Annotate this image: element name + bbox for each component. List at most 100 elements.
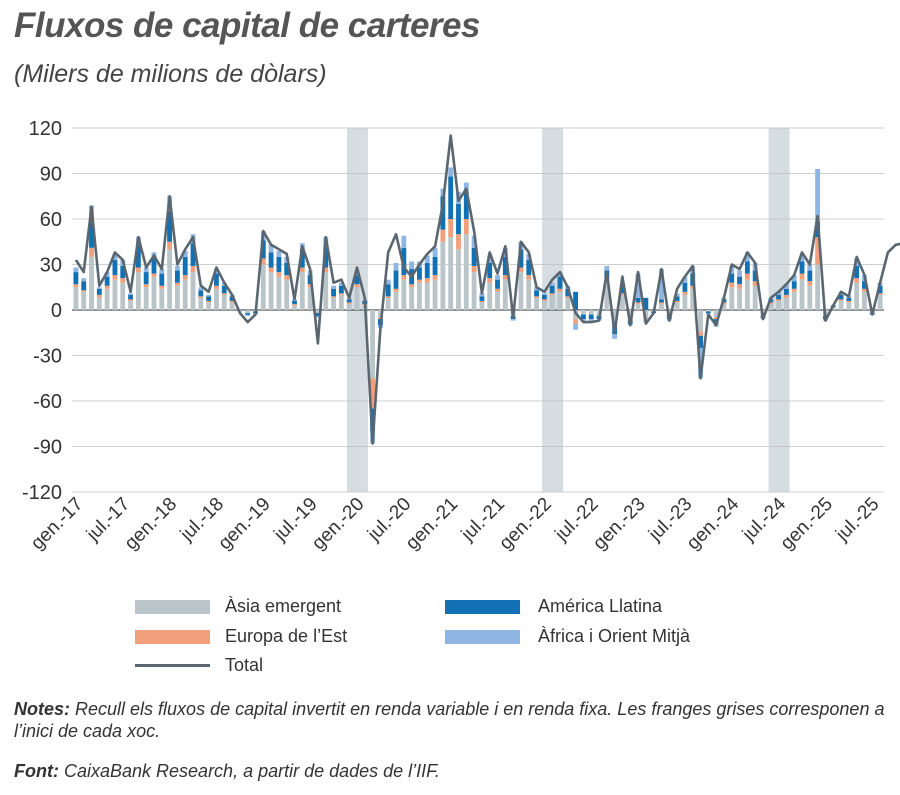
bar-america [338,285,344,294]
bar-africa [128,293,133,295]
bar-europa [284,275,290,280]
bar-asia [643,310,649,320]
bar-america [534,290,539,297]
bar-europa [635,302,641,304]
notes-body: Recull els fluxos de capital invertit en… [14,699,885,741]
bar-asia [159,288,165,310]
bar-europa [206,300,212,303]
bar-america [182,256,188,276]
bar-europa [89,247,94,257]
bar-asia [549,294,555,310]
bar-europa [323,267,329,273]
bar-africa [276,250,282,257]
bar-asia [713,310,719,318]
bar-america [260,240,266,259]
source-label: Font: [14,761,59,781]
bar-asia [534,297,539,310]
bar-europa [393,288,399,292]
bar-europa [495,288,500,292]
bar-asia [526,279,532,310]
bar-europa [424,278,430,283]
bar-europa [307,284,313,288]
bar-africa [791,275,797,282]
bar-europa [846,300,852,303]
bar-europa [81,290,87,292]
bar-europa [214,285,219,289]
bar-asia [377,310,383,318]
bar-europa [276,272,282,277]
bar-america [143,272,149,285]
bar-europa [370,378,376,409]
bar-america [705,311,711,314]
bar-asia [588,310,594,315]
bar-asia [705,310,711,312]
y-tick-label: 60 [40,209,62,231]
bar-africa [338,282,344,286]
bar-africa [799,253,805,262]
bar-africa [604,266,610,271]
bar-europa [854,278,860,283]
bar-america [323,246,329,268]
bar-asia [783,297,789,310]
bar-europa [557,288,563,292]
bar-africa [659,269,664,300]
y-tick-label: -30 [33,346,62,368]
bar-asia [401,279,407,310]
bar-america [495,279,500,289]
bar-africa [737,270,742,277]
bar-asia [807,285,813,310]
bar-asia [627,310,633,320]
bar-asia [307,287,313,310]
bar-europa [463,219,469,235]
bar-europa [549,293,555,295]
bar-europa [791,288,797,292]
bar-america [206,296,212,301]
bar-africa [96,287,102,289]
legend-label-total: Total [225,655,264,675]
bar-africa [401,235,407,248]
x-tick-label: gen.-19 [214,494,274,554]
bar-europa [526,275,532,280]
bar-asia [541,300,547,310]
bar-america [112,259,118,276]
bar-america [580,314,586,320]
bar-america [479,296,485,301]
bar-europa [331,296,336,298]
bar-asia [737,288,742,310]
bar-america [190,243,196,267]
bar-africa [549,282,555,286]
bar-asia [96,297,102,310]
bar-asia [440,241,446,310]
bar-asia [315,310,321,314]
bar-europa [573,319,579,324]
bar-europa [135,267,141,273]
bar-asia [659,303,664,310]
bar-america [292,300,297,304]
bar-europa [221,293,227,295]
bar-america [120,266,126,279]
bar-america [448,176,454,219]
bar-america [807,270,813,282]
bar-europa [167,241,173,250]
bar-europa [432,275,438,280]
bar-asia [198,297,204,310]
bar-asia [424,282,430,310]
bar-africa [331,285,336,289]
bar-europa [174,282,180,286]
bar-africa [432,247,438,257]
bar-asia [838,300,844,310]
bar-asia [276,276,282,310]
bar-asia [471,272,477,310]
bar-europa [838,299,844,301]
bar-africa [807,264,813,271]
bar-america [737,276,742,285]
bar-asia [448,237,454,310]
bar-europa [768,302,774,304]
bar-america [128,294,133,300]
bar-europa [487,278,493,283]
y-tick-label: 90 [40,164,62,186]
bar-europa [479,300,485,303]
bar-america [729,273,735,283]
bar-asia [112,279,118,310]
bar-africa [409,261,415,270]
